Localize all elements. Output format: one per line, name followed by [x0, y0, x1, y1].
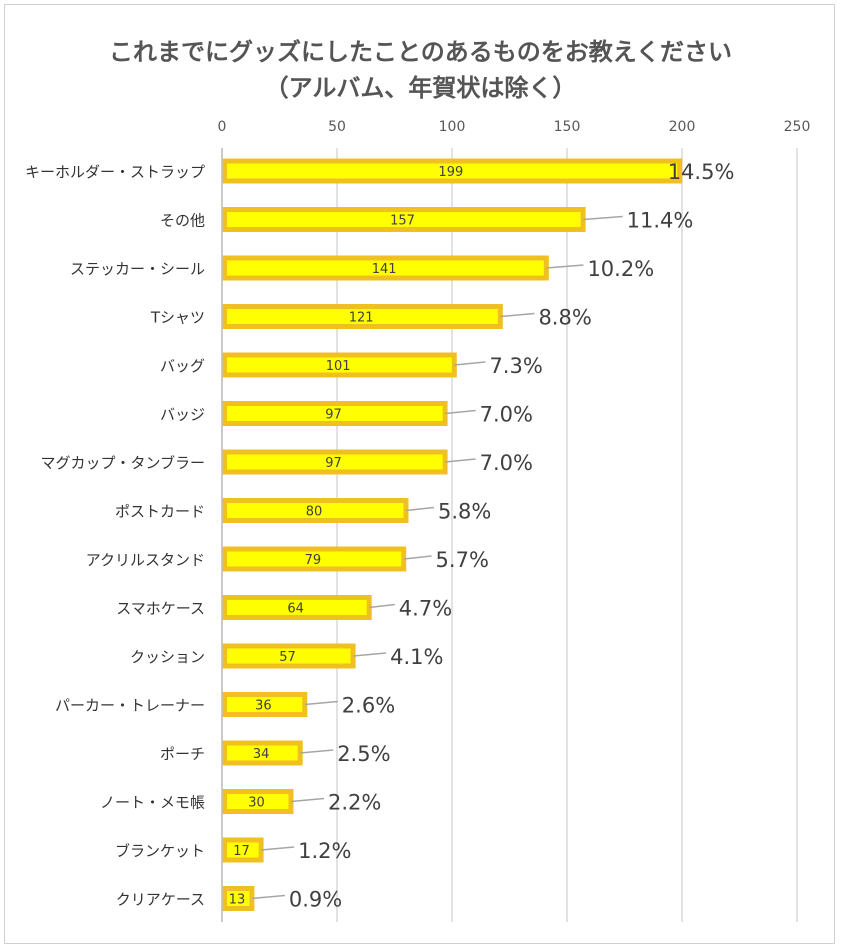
leader-line — [300, 749, 334, 754]
leader-line — [403, 555, 432, 560]
category-label: ノート・メモ帳 — [100, 794, 205, 812]
bar-value-label: 121 — [349, 311, 374, 326]
percent-label: 7.0% — [480, 451, 533, 475]
x-tick-label: 100 — [439, 119, 466, 135]
bar-value-label: 17 — [233, 844, 250, 859]
x-tick-label: 0 — [218, 119, 227, 135]
category-label: アクリルスタンド — [86, 551, 205, 569]
category-label: ポストカード — [115, 503, 205, 521]
percent-label: 2.2% — [328, 791, 381, 815]
percent-label: 4.1% — [390, 645, 443, 669]
chart-subtitle: （アルバム、年賀状は除く） — [264, 74, 577, 102]
leader-line — [405, 506, 435, 512]
x-tick-label: 50 — [328, 119, 346, 135]
bar-value-label: 79 — [305, 553, 322, 568]
bar — [222, 158, 683, 184]
percent-label: 7.0% — [480, 403, 533, 427]
bar-value-label: 97 — [325, 408, 342, 423]
bar-value-label: 101 — [326, 359, 351, 374]
bar-value-label: 36 — [255, 699, 272, 714]
category-label: ステッカー・シール — [70, 260, 205, 278]
category-label: クッション — [130, 648, 205, 666]
category-label: その他 — [160, 212, 205, 230]
category-label: スマホケース — [116, 600, 205, 618]
category-label: バッグ — [160, 357, 205, 375]
bar-value-label: 34 — [253, 747, 270, 762]
category-label: ブランケット — [115, 842, 205, 860]
bar-value-label: 57 — [279, 650, 296, 665]
category-label: Tシャツ — [150, 309, 205, 327]
bar-value-label: 157 — [390, 214, 415, 229]
leader-line — [304, 700, 338, 706]
x-tick-label: 150 — [554, 119, 581, 135]
bar-value-label: 30 — [248, 796, 265, 811]
bar-value-label: 13 — [229, 893, 246, 908]
leader-line — [583, 215, 623, 221]
chart-title: これまでにグッズにしたことのあるものをお教えください — [108, 38, 733, 66]
leader-line — [353, 652, 387, 657]
bar-value-label: 199 — [438, 165, 463, 180]
bar-value-label: 97 — [325, 456, 342, 471]
leader-line — [445, 409, 476, 415]
leader-line — [290, 797, 325, 803]
category-label: ポーチ — [160, 745, 205, 763]
leader-line — [500, 312, 535, 318]
category-label: キーホルダー・ストラップ — [25, 163, 205, 181]
leader-line — [454, 361, 486, 366]
percent-label: 0.9% — [289, 888, 342, 912]
category-label: マグカップ・タンブラー — [40, 454, 205, 472]
percent-label: 2.5% — [337, 742, 390, 766]
leader-line — [261, 846, 295, 851]
x-tick-label: 200 — [669, 119, 696, 135]
chart-frame — [4, 4, 835, 944]
leader-line — [445, 458, 476, 463]
bar-value-label: 80 — [306, 505, 323, 520]
category-label: パーカー・トレーナー — [55, 697, 205, 715]
category-label: バッジ — [160, 406, 205, 424]
leader-line — [546, 264, 584, 269]
percent-label: 10.2% — [587, 257, 654, 281]
leader-line — [251, 894, 285, 900]
percent-label: 5.7% — [436, 548, 489, 572]
leader-line — [369, 603, 395, 609]
percent-label: 4.7% — [399, 597, 452, 621]
percent-label: 1.2% — [298, 839, 351, 863]
percent-label: 2.6% — [342, 694, 395, 718]
x-tick-label: 250 — [784, 119, 811, 135]
percent-label: 11.4% — [627, 209, 694, 233]
percent-label: 7.3% — [489, 354, 542, 378]
bar-value-label: 64 — [287, 602, 304, 617]
percent-label: 8.8% — [538, 306, 591, 330]
percent-label: 14.5% — [668, 160, 735, 184]
category-label: クリアケース — [116, 891, 205, 909]
percent-label: 5.8% — [438, 500, 491, 524]
bar-value-label: 141 — [372, 262, 397, 277]
